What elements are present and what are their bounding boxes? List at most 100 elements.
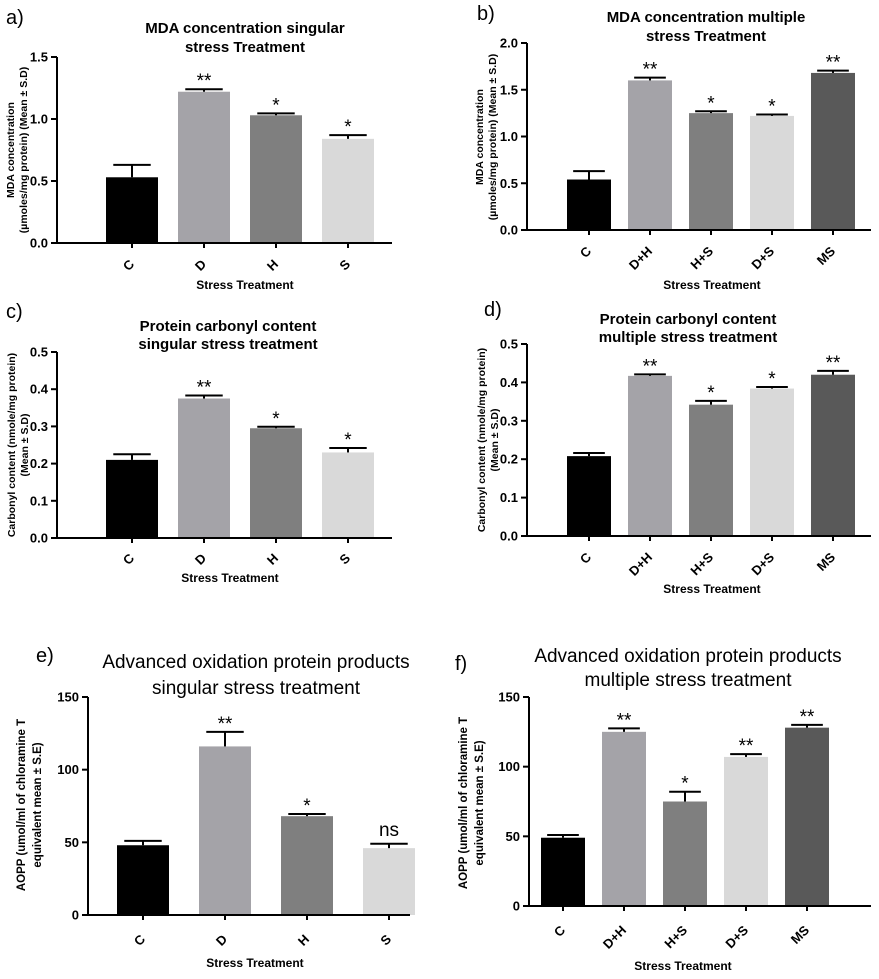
y-tick-label: 0.4 [500, 375, 519, 390]
bar-d-plus-h [628, 375, 672, 536]
significance-label: ** [218, 714, 233, 735]
significance-label: * [303, 796, 311, 817]
bar-d-plus-s [750, 388, 794, 536]
y-tick-label: 0.0 [30, 236, 48, 251]
x-tick-label: H [295, 932, 312, 949]
panel-label: f) [455, 653, 467, 675]
bar-c [106, 459, 158, 538]
x-tick-label: D+S [722, 922, 751, 951]
chart-title-line: Protein carbonyl content [600, 311, 777, 328]
bar-d-plus-s [750, 115, 794, 230]
y-axis-label-line: equivalent mean ± S.E) [32, 742, 44, 867]
y-axis-label: MDA concentration (µmoles/mg protein) (Me… [5, 67, 30, 233]
bar-c [117, 845, 169, 915]
y-axis-label: Carbonyl content (nmole/mg protein) (Mean… [476, 348, 501, 532]
significance-label: ** [197, 71, 212, 92]
y-axis-label: AOPP (umol/ml of chloramine T equivalent … [458, 717, 486, 889]
bar-d-plus-h [602, 731, 646, 906]
chart-panel-0: a) MDA concentration singular stress Treat… [5, 7, 392, 292]
x-tick-label: MS [788, 922, 813, 947]
chart-title-line: MDA concentration singular [145, 20, 345, 37]
significance-label: ** [197, 378, 212, 399]
chart-panel-4: e) Advanced oxidation protein products sin… [16, 645, 415, 970]
y-tick-label: 0.5 [30, 174, 48, 189]
x-axis-label: Stress Treatment [181, 571, 278, 585]
y-tick-label: 150 [498, 690, 520, 705]
x-tick-label: H [264, 551, 281, 568]
x-tick-label: H [264, 257, 281, 274]
x-tick-label: H+S [687, 243, 716, 272]
significance-label: * [768, 97, 776, 118]
bar-d-plus-s [724, 756, 768, 906]
bar-ms [811, 374, 855, 536]
bar-h-plus-s [663, 801, 707, 906]
y-axis-label-line: Carbonyl content (nmole/mg protein) [476, 348, 488, 532]
y-tick-label: 1.5 [500, 82, 518, 97]
x-axis-label: Stress Treatment [196, 278, 293, 292]
bar-s [363, 848, 415, 915]
significance-label: * [707, 93, 715, 114]
x-tick-label: H+S [661, 922, 690, 951]
significance-label: * [344, 430, 352, 451]
bar-s [322, 138, 374, 243]
bar-d [178, 398, 230, 538]
significance-label: * [272, 409, 280, 430]
y-tick-label: 0 [513, 899, 520, 914]
chart-title-line: Advanced oxidation protein products [102, 652, 409, 673]
y-tick-label: 1.0 [30, 112, 48, 127]
chart-title-line: multiple stress treatment [599, 329, 777, 346]
significance-label: ** [739, 736, 754, 757]
significance-label: * [272, 95, 280, 116]
y-tick-label: 150 [57, 690, 79, 705]
x-tick-label: S [377, 931, 394, 948]
x-tick-label: C [120, 550, 138, 568]
x-axis-label: Stress Treatment [634, 959, 731, 973]
bar-d-plus-h [628, 80, 672, 231]
bar-h [250, 115, 302, 243]
x-axis-label: Stress Treatment [663, 278, 760, 292]
y-tick-label: 0.0 [500, 223, 518, 238]
y-axis-label-line: MDA concentration [474, 89, 486, 185]
x-tick-label: C [577, 243, 595, 261]
x-tick-label: C [120, 256, 138, 274]
significance-label: ** [643, 356, 658, 377]
significance-label: ns [379, 820, 399, 841]
y-tick-label: 0.4 [30, 382, 49, 397]
y-axis-label-line: Carbonyl content (nmole/mg protein) [6, 353, 18, 537]
panel-label: d) [484, 299, 502, 321]
y-tick-label: 100 [57, 762, 79, 777]
x-tick-label: S [336, 550, 353, 567]
y-axis-label: AOPP (umol/ml of chloramine T equivalent … [16, 719, 44, 891]
x-tick-label: D [192, 257, 209, 274]
y-tick-label: 0.1 [30, 493, 48, 508]
y-tick-label: 0.0 [500, 529, 518, 544]
chart-title-line: singular stress treatment [138, 336, 317, 353]
chart-panel-1: b) MDA concentration multiple stress Treat… [474, 3, 871, 292]
y-tick-label: 2.0 [500, 36, 518, 51]
x-axis-label: Stress Treatment [663, 582, 760, 596]
chart-title-line: stress Treatment [185, 39, 305, 56]
y-tick-label: 0.3 [30, 419, 48, 434]
x-tick-label: D+H [626, 550, 655, 579]
y-axis-label-line: (µmoles/mg protein) (Mean ± S.D) [487, 54, 499, 220]
x-tick-label: MS [814, 243, 839, 268]
y-tick-label: 0.5 [500, 176, 518, 191]
panel-label: c) [6, 301, 23, 323]
bar-ms [811, 72, 855, 230]
x-tick-label: D+S [748, 243, 777, 272]
bar-h-plus-s [689, 113, 733, 230]
bar-c [106, 177, 158, 243]
y-tick-label: 0.0 [30, 531, 48, 546]
y-tick-label: 0.2 [500, 452, 518, 467]
x-tick-label: D [192, 551, 209, 568]
y-tick-label: 0.1 [500, 490, 518, 505]
y-tick-label: 50 [65, 835, 79, 850]
y-tick-label: 1.0 [500, 129, 518, 144]
significance-label: ** [800, 707, 815, 728]
significance-label: ** [617, 710, 632, 731]
y-axis-label: Carbonyl content (nmole/mg protein) (Mean… [6, 353, 31, 537]
x-axis-label: Stress Treatment [206, 956, 303, 970]
